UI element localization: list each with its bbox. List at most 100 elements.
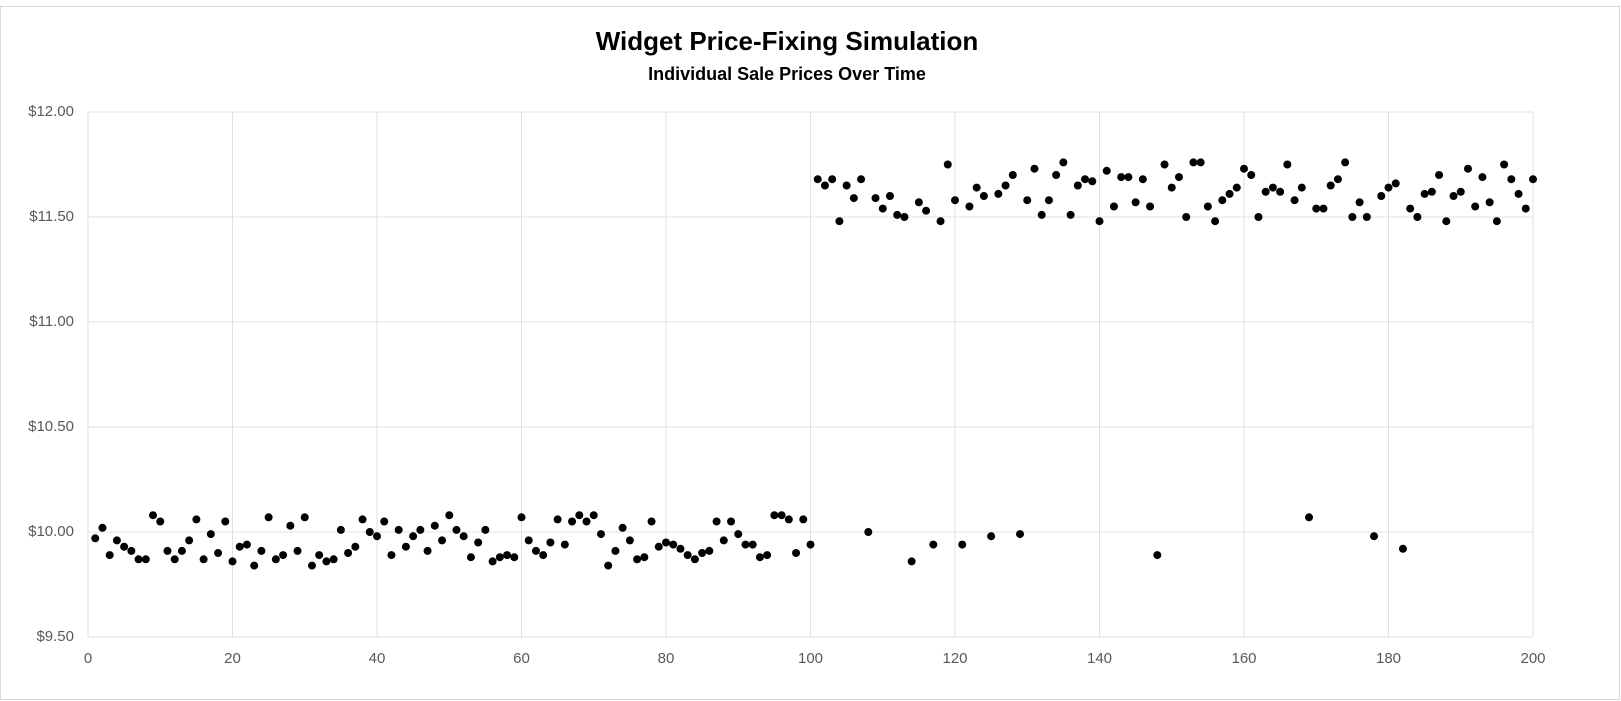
data-point [546,538,555,547]
data-point [1218,196,1227,205]
data-point [864,528,873,536]
data-point [365,528,374,536]
data-point [481,525,490,534]
data-point [878,204,887,213]
data-point [719,536,728,545]
data-point [1463,164,1472,173]
data-point [1377,192,1386,200]
data-point [423,546,432,555]
data-point [553,515,562,524]
data-point [1384,183,1393,192]
data-point [141,555,150,564]
data-point [1485,198,1494,207]
data-point [185,536,194,545]
data-point [1507,175,1516,184]
data-point [596,530,605,539]
data-point [445,511,454,520]
data-point [698,549,707,557]
x-tick-label: 180 [1376,650,1401,667]
data-point [539,551,548,560]
data-point [1225,189,1234,198]
data-point [517,513,526,522]
data-point [669,540,678,549]
data-point [235,542,244,551]
data-point [416,525,425,534]
data-point [1406,204,1415,213]
data-point [149,511,158,520]
data-point [1174,173,1183,182]
data-point [228,557,237,566]
data-point [1478,173,1487,182]
data-point [1514,189,1523,198]
x-tick-label: 0 [84,650,92,667]
data-point [633,555,642,564]
data-point [748,540,757,549]
data-point [307,561,316,570]
data-point [987,532,996,541]
x-tick-label: 200 [1520,650,1545,667]
data-point [1030,164,1039,173]
data-point [813,175,822,184]
data-point [192,515,201,524]
data-point [1312,204,1321,213]
data-point [951,196,959,205]
data-point [965,202,974,211]
data-point [206,530,215,539]
data-point [1066,210,1075,219]
data-point [1456,187,1465,196]
data-point [618,523,627,532]
data-point [257,546,266,555]
data-point [300,513,309,522]
data-point [373,532,381,541]
data-point [727,517,736,526]
data-point [315,551,324,560]
data-point [466,553,475,562]
data-point [1305,513,1314,522]
data-point [1283,160,1292,169]
x-tick-label: 160 [1231,650,1256,667]
data-point [1391,179,1400,188]
data-point [1023,196,1032,205]
data-point [755,553,764,562]
data-point [336,525,345,534]
data-point [127,546,136,555]
data-point [828,175,837,184]
data-point [1081,175,1090,184]
data-point [134,555,143,564]
data-point [589,511,598,520]
x-tick-label: 100 [798,650,823,667]
data-point [112,536,121,545]
data-point [792,549,801,557]
data-point [914,198,923,207]
data-point [1362,213,1371,221]
data-point [1109,202,1118,211]
data-point [279,551,288,560]
data-point [582,517,591,526]
data-point [1435,171,1444,179]
data-point [98,523,107,532]
data-point [1420,189,1429,198]
data-point [329,555,338,564]
data-point [401,542,410,551]
data-point [907,557,916,566]
data-point [214,549,223,557]
data-point [994,189,1003,198]
data-point [474,538,483,547]
data-point [1348,213,1357,221]
data-point [893,210,902,219]
data-point [922,206,931,215]
data-point [705,546,714,555]
data-point [1189,158,1198,167]
data-point [250,561,259,570]
data-point [560,540,569,549]
data-point [1182,213,1191,221]
data-point [409,532,418,541]
data-point [835,217,844,226]
data-point [452,525,461,534]
data-point [1521,204,1530,213]
data-point [1471,202,1480,211]
data-point [1427,187,1436,196]
data-point [271,555,280,564]
x-tick-label: 40 [369,650,386,667]
